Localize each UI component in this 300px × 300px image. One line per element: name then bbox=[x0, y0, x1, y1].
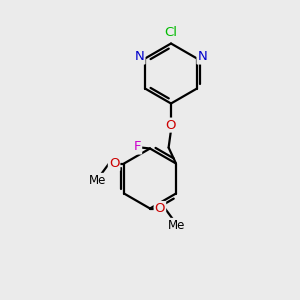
Text: O: O bbox=[166, 118, 176, 132]
Text: N: N bbox=[197, 50, 207, 64]
Text: O: O bbox=[155, 202, 165, 215]
Text: Me: Me bbox=[168, 219, 185, 232]
Text: F: F bbox=[134, 140, 141, 154]
Text: Me: Me bbox=[89, 174, 106, 187]
Text: Cl: Cl bbox=[164, 26, 178, 39]
Text: N: N bbox=[135, 50, 145, 64]
Text: O: O bbox=[109, 157, 119, 170]
